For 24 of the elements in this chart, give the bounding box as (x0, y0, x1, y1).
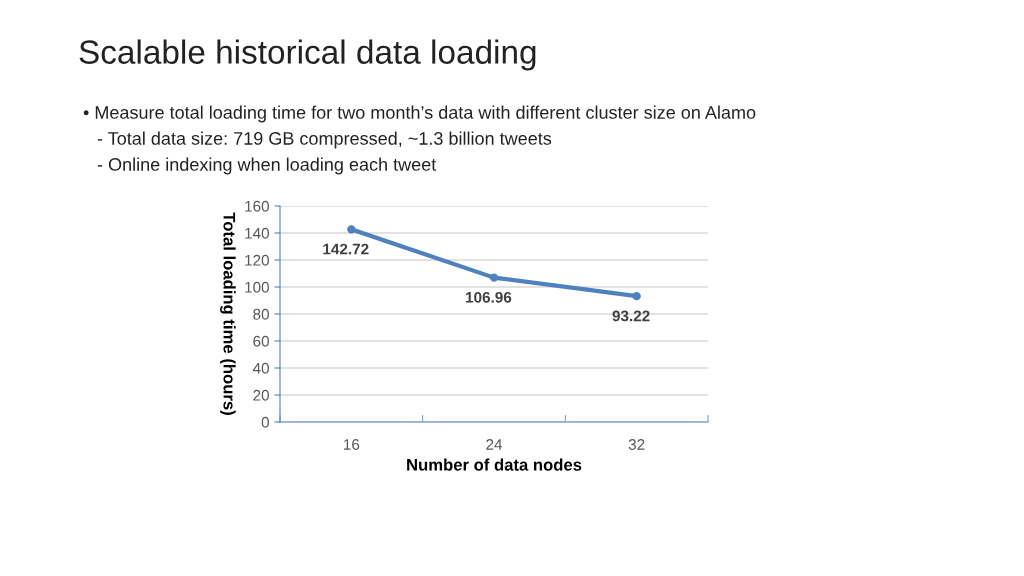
text: - Online indexing when loading each tweet (97, 157, 437, 175)
data-label: 142.72 (323, 243, 369, 255)
chart-title: Scalable historical data loading (79, 39, 536, 71)
y-tick-label: 40 (252, 362, 269, 374)
y-tick-label: 120 (245, 254, 269, 266)
y-tick-label: 100 (245, 281, 269, 293)
point (489, 273, 499, 282)
x-tick-label: 16 (344, 439, 360, 450)
y-tick-label: 60 (253, 335, 269, 347)
data-label: 106.96 (466, 291, 512, 303)
point (347, 225, 356, 234)
y-tick-label: 0 (261, 416, 269, 428)
point (632, 291, 641, 301)
text: • Measure total loading time for two month’s data with different cluster size on Alamo (83, 105, 756, 123)
y-tick-label: 140 (245, 227, 269, 239)
text: - Total data size: 719 GB compressed, ~1.3 billion tweets (97, 131, 552, 149)
data-label: 93.22 (612, 310, 650, 322)
x-tick-label: 24 (486, 439, 503, 450)
y-tick-label: 160 (245, 200, 269, 212)
y-tick-label: 80 (253, 308, 269, 320)
y-axis-title: Total loading time (hours) (220, 212, 236, 415)
x-axis-title: Number of data nodes (407, 458, 582, 471)
y-tick-label: 20 (253, 389, 269, 401)
x-tick-label: 32 (628, 439, 645, 450)
